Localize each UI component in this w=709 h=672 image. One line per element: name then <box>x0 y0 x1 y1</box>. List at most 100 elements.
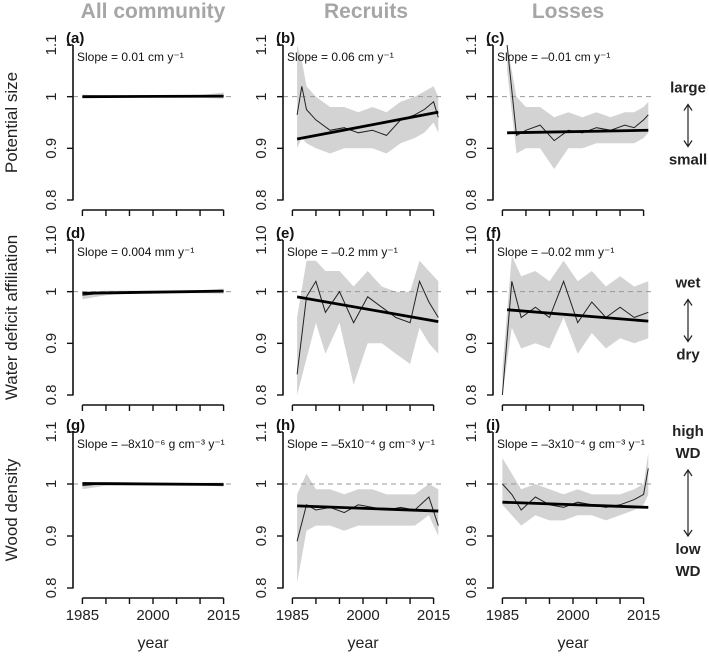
column-title: Losses <box>532 0 604 23</box>
trend-line <box>82 289 224 295</box>
slope-text: Slope = –0.02 mm y⁻¹ <box>497 245 614 259</box>
x-axis-label: year <box>557 635 589 652</box>
slope-text: Slope = –0.01 cm y⁻¹ <box>497 50 610 64</box>
row-label: Water deficit affiliation <box>2 235 21 400</box>
trend-line <box>82 94 224 99</box>
y-tick-label: 1 <box>43 287 60 295</box>
panel: 0.8 0.9 1 1.10 (f) Slope = –0.02 mm y⁻¹ <box>463 225 653 411</box>
y-tick-label: 1 <box>463 287 480 295</box>
y-tick-label: 0.9 <box>253 333 270 354</box>
row-label: Wood density <box>2 458 21 561</box>
y-tick-label: 1.1 <box>43 422 60 443</box>
confidence-band <box>502 255 649 395</box>
x-tick-label: 1985 <box>66 607 99 624</box>
confidence-band <box>297 473 439 583</box>
panel-label: (i) <box>486 417 500 434</box>
panel-label: (e) <box>276 225 294 242</box>
x-tick-label: 2000 <box>556 607 589 624</box>
trend-line <box>507 128 649 135</box>
confidence-band <box>297 45 439 154</box>
x-tick-label: 1985 <box>276 607 309 624</box>
y-tick-label: 1.10 <box>43 225 60 254</box>
slope-text: Slope = 0.01 cm y⁻¹ <box>77 50 184 64</box>
x-tick-label: 2015 <box>417 607 450 624</box>
panel: 0.8 0.9 1 1.10 (d) Slope = 0.004 mm y⁻¹ <box>43 225 233 411</box>
double-arrow-icon <box>683 298 693 343</box>
side-label-top: WD <box>676 445 701 462</box>
x-tick-label: 2000 <box>346 607 379 624</box>
y-tick-label: 0.9 <box>463 526 480 547</box>
y-tick-label: 1.1 <box>463 422 480 443</box>
panel-label: (a) <box>66 30 84 47</box>
row-labels: Potential size Water deficit affiliation W… <box>2 72 21 561</box>
y-tick-label: 1 <box>253 480 270 488</box>
slope-text: Slope = –3x10⁻⁴ g cm⁻³ y⁻¹ <box>497 437 645 451</box>
y-tick-label: 1 <box>253 92 270 100</box>
y-tick-label: 0.8 <box>463 385 480 406</box>
y-tick-label: 1 <box>463 480 480 488</box>
y-tick-label: 0.8 <box>43 190 60 211</box>
confidence-band <box>507 45 649 169</box>
row-label: Potential size <box>2 72 21 173</box>
y-tick-label: 0.9 <box>463 333 480 354</box>
side-label-top: large <box>670 80 706 97</box>
y-tick-label: 0.9 <box>253 138 270 159</box>
side-label-top: wet <box>674 275 700 292</box>
y-tick-label: 0.9 <box>43 138 60 159</box>
y-tick-label: 0.8 <box>463 190 480 211</box>
column-titles: All community Recruits Losses <box>81 0 605 23</box>
y-tick-label: 1.1 <box>43 35 60 56</box>
panel: 0.8 0.9 1 1.1 (b) Slope = 0.06 cm y⁻¹ <box>253 30 443 216</box>
slope-text: Slope = –0.2 mm y⁻¹ <box>287 245 398 259</box>
trend-line <box>507 308 649 323</box>
y-tick-label: 1.1 <box>463 35 480 56</box>
double-arrow-icon <box>683 103 693 148</box>
series-line <box>296 496 439 542</box>
confidence-band <box>502 452 649 526</box>
panel-label: (f) <box>486 225 501 242</box>
y-tick-label: 1.10 <box>253 225 270 254</box>
x-tick-label: 2015 <box>207 607 240 624</box>
column-title: All community <box>81 0 226 23</box>
x-tick-label: 1985 <box>486 607 519 624</box>
slope-text: Slope = 0.004 mm y⁻¹ <box>77 245 194 259</box>
panel: 0.8 0.9 1 1.1 (c) Slope = –0.01 cm y⁻¹ <box>463 30 653 216</box>
series-line <box>296 86 439 136</box>
y-tick-label: 1.1 <box>253 422 270 443</box>
series-line <box>296 279 439 375</box>
y-tick-label: 0.8 <box>43 385 60 406</box>
confidence-band <box>297 260 439 395</box>
panels: 0.8 0.9 1 1.1 (a) Slope = 0.01 cm y⁻¹ 0.8 0.9 1 1… <box>43 30 660 652</box>
panel-label: (c) <box>486 30 504 47</box>
slope-text: Slope = –8x10⁻⁶ g cm⁻³ y⁻¹ <box>77 437 225 451</box>
trend-line <box>296 295 439 324</box>
x-tick-label: 2015 <box>627 607 660 624</box>
slope-text: Slope = –5x10⁻⁴ g cm⁻³ y⁻¹ <box>287 437 435 451</box>
y-tick-label: 0.8 <box>463 578 480 599</box>
trend-line <box>296 110 439 141</box>
y-tick-label: 0.9 <box>43 333 60 354</box>
trend-line <box>82 482 224 486</box>
double-arrow-icon <box>683 468 693 538</box>
y-tick-label: 1.10 <box>463 225 480 254</box>
y-tick-label: 0.9 <box>253 526 270 547</box>
y-tick-label: 0.8 <box>43 578 60 599</box>
panel: 0.8 0.9 1 1.1 (a) Slope = 0.01 cm y⁻¹ <box>43 30 233 216</box>
slope-text: Slope = 0.06 cm y⁻¹ <box>287 50 394 64</box>
y-tick-label: 1 <box>253 287 270 295</box>
side-label-bottom: dry <box>676 347 700 364</box>
y-tick-label: 0.8 <box>253 578 270 599</box>
panel-label: (g) <box>66 417 85 434</box>
y-tick-label: 1 <box>43 92 60 100</box>
y-tick-label: 1 <box>43 480 60 488</box>
panel: 0.8 0.9 1 1.1 1985 2000 2015 year (g) Slope = –8x… <box>43 417 240 652</box>
x-tick-label: 2000 <box>136 607 169 624</box>
y-tick-label: 0.8 <box>253 190 270 211</box>
panel: 0.8 0.9 1 1.1 1985 2000 2015 year (h) Slope = –5x… <box>253 417 450 652</box>
side-label-bottom: low <box>676 541 701 558</box>
trend-line <box>297 504 439 513</box>
column-title: Recruits <box>324 0 408 23</box>
y-tick-label: 1.1 <box>253 35 270 56</box>
panel-label: (d) <box>66 225 85 242</box>
